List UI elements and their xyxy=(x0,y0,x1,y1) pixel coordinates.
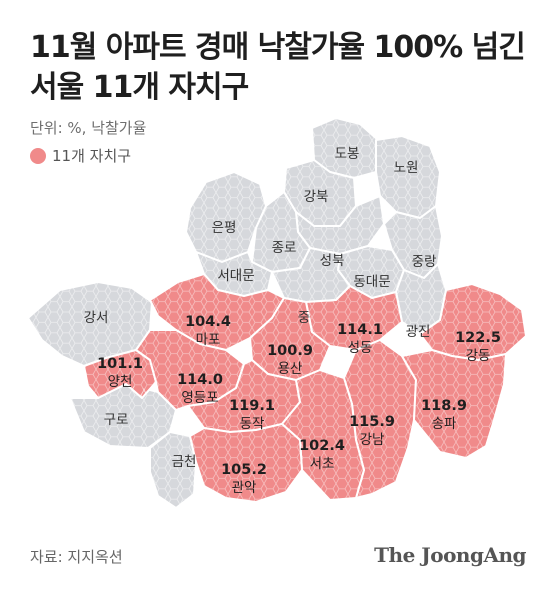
hex-texture xyxy=(84,350,156,398)
hex-texture xyxy=(402,350,506,458)
hex-texture xyxy=(282,370,364,500)
district-name-label: 강서 xyxy=(84,310,109,326)
district-name-label: 종로 xyxy=(272,240,297,256)
chart-title: 11월 아파트 경매 낙찰가율 100% 넘긴 서울 11개 자치구 xyxy=(30,28,540,108)
district-name-label: 중랑 xyxy=(412,254,437,270)
district-value-label: 114.1 xyxy=(337,322,383,338)
district-name-label: 중 xyxy=(298,310,310,326)
district-name-label: 용산 xyxy=(278,361,303,377)
hex-texture xyxy=(296,196,384,254)
legend-label: 11개 자치구 xyxy=(52,147,132,165)
district-value-label: 114.0 xyxy=(177,372,223,388)
hex-texture xyxy=(28,282,152,366)
district-value-label: 101.1 xyxy=(97,356,143,372)
district-name-label: 금천 xyxy=(172,454,197,470)
legend-swatch xyxy=(30,147,46,164)
hex-texture xyxy=(150,274,284,350)
district-value-label: 104.4 xyxy=(185,314,231,330)
district-name-label: 도봉 xyxy=(335,146,360,162)
district-name-label: 영등포 xyxy=(181,390,218,406)
district-name-label: 은평 xyxy=(212,220,237,236)
hex-texture xyxy=(306,286,402,350)
district-value-label: 102.4 xyxy=(299,438,345,454)
hex-texture xyxy=(338,246,404,298)
district-name-label: 동작 xyxy=(240,416,265,432)
district-name-label: 광진 xyxy=(406,324,431,340)
district-name-label: 성동 xyxy=(348,340,373,356)
district-name-label: 관악 xyxy=(232,480,257,496)
district-name-label: 송파 xyxy=(432,416,457,432)
hex-texture xyxy=(190,424,302,502)
hex-texture xyxy=(376,136,440,218)
district-name-label: 구로 xyxy=(104,412,129,428)
hex-texture xyxy=(344,340,416,498)
hex-texture xyxy=(150,432,196,508)
legend: 11개 자치구 xyxy=(30,145,131,166)
district-name-label: 강남 xyxy=(360,432,385,448)
hex-texture xyxy=(70,384,176,448)
hex-texture xyxy=(186,172,266,262)
district-name-label: 강북 xyxy=(304,189,329,205)
hex-texture xyxy=(136,330,244,410)
district-value-label: 118.9 xyxy=(421,398,467,414)
hex-texture xyxy=(396,264,446,334)
district-value-label: 119.1 xyxy=(229,398,275,414)
district-name-label: 강동 xyxy=(466,348,491,364)
district-name-label: 동대문 xyxy=(353,274,390,290)
hex-texture xyxy=(252,192,310,272)
district-name-label: 성북 xyxy=(320,253,345,269)
district-value-label: 115.9 xyxy=(349,414,395,430)
district-name-label: 마포 xyxy=(196,332,221,348)
district-name-label: 서대문 xyxy=(217,268,254,284)
hex-texture xyxy=(384,206,442,278)
district-name-label: 서초 xyxy=(310,456,335,472)
hex-texture xyxy=(284,160,356,226)
hex-texture xyxy=(188,360,300,432)
district-value-label: 122.5 xyxy=(455,330,501,346)
source-note: 자료: 지지옥션 xyxy=(30,548,123,566)
district-name-label: 노원 xyxy=(394,160,419,176)
title-line-2: 서울 11개 자치구 xyxy=(30,70,249,105)
unit-note: 단위: %, 낙찰가율 xyxy=(30,119,147,137)
district-value-label: 105.2 xyxy=(221,462,267,478)
hex-texture xyxy=(312,118,378,178)
hex-texture xyxy=(196,252,272,296)
brand-logo: The JoongAng xyxy=(374,543,526,567)
hex-texture xyxy=(420,284,526,360)
hex-texture xyxy=(272,248,350,302)
district-value-label: 100.9 xyxy=(267,343,313,359)
hex-texture xyxy=(250,298,330,380)
title-line-1: 11월 아파트 경매 낙찰가율 100% 넘긴 xyxy=(30,30,526,65)
district-name-label: 양천 xyxy=(108,374,133,390)
